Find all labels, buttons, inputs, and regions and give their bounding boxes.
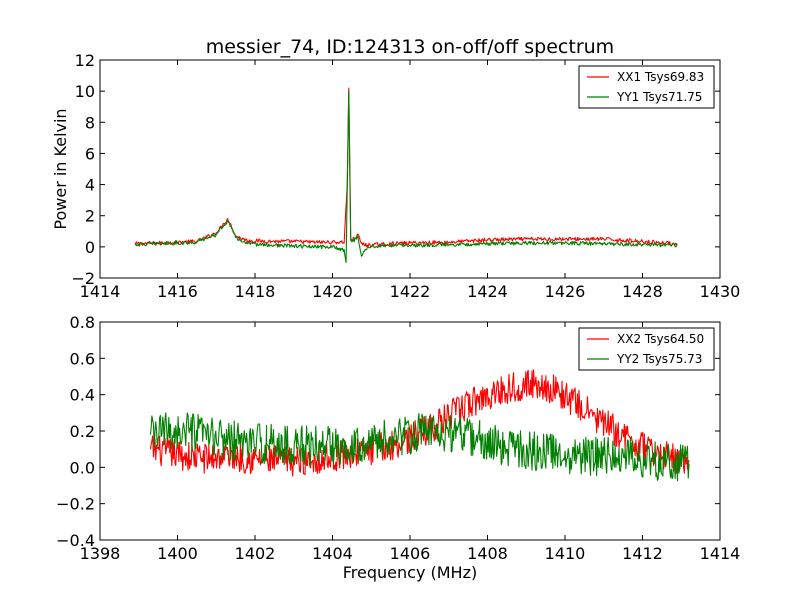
- top-y-tick-label: 0: [85, 238, 95, 257]
- bottom-spectrum-panel: 1398 1400 1402 1404 1406 1408 1410 1412 1414 −0.4…: [56, 313, 740, 582]
- top-y-tick-label: 10: [75, 82, 95, 101]
- top-x-tick-label: 1416: [157, 282, 198, 301]
- bottom-y-tick-label: 0.4: [70, 386, 95, 405]
- top-y-tick-label: 6: [85, 144, 95, 163]
- bottom-x-tick-label: 1410: [545, 544, 586, 563]
- top-x-tick-label: 1422: [390, 282, 431, 301]
- top-x-tick-label: 1420: [312, 282, 353, 301]
- bottom-series-group: [149, 369, 690, 482]
- bottom-legend-box: [578, 327, 715, 371]
- bottom-y-tick-label: 0.0: [70, 458, 95, 477]
- bottom-legend: XX2 Tsys64.50 YY2 Tsys75.73: [578, 327, 715, 371]
- top-legend-box: [578, 65, 715, 109]
- top-x-tick-label: 1428: [622, 282, 663, 301]
- bottom-x-tick-label: 1402: [235, 544, 276, 563]
- bottom-x-tick-label: 1412: [622, 544, 663, 563]
- bottom-legend-label-1: XX2 Tsys64.50: [617, 332, 704, 346]
- bottom-y-tick-label: 0.8: [70, 313, 95, 332]
- bottom-y-tick-label: 0.2: [70, 422, 95, 441]
- bottom-x-tick-label: 1400: [157, 544, 198, 563]
- top-y-tick-label: −2: [71, 269, 95, 288]
- top-y-tick-label: 8: [85, 113, 95, 132]
- bottom-x-axis-label: Frequency (MHz): [343, 563, 477, 582]
- top-x-tick-label: 1426: [545, 282, 586, 301]
- bottom-y-tick-label: 0.6: [70, 349, 95, 368]
- top-y-tick-label: 4: [85, 176, 95, 195]
- top-x-tick-label: 1414: [80, 282, 121, 301]
- top-series-line-2: [134, 90, 678, 263]
- bottom-x-tick-label: 1404: [312, 544, 353, 563]
- top-x-tick-label: 1418: [235, 282, 276, 301]
- bottom-legend-label-2: YY2 Tsys75.73: [616, 352, 702, 366]
- bottom-y-tick-label: −0.4: [56, 531, 95, 550]
- top-series-group: [134, 87, 678, 263]
- top-legend-label-1: XX1 Tsys69.83: [617, 70, 704, 84]
- bottom-series-line-2: [149, 412, 690, 482]
- top-y-tick-label: 2: [85, 207, 95, 226]
- bottom-x-tick-label: 1406: [390, 544, 431, 563]
- top-x-tick-label: 1424: [467, 282, 508, 301]
- top-legend: XX1 Tsys69.83 YY1 Tsys71.75: [578, 65, 715, 109]
- top-x-tick-label: 1430: [700, 282, 741, 301]
- top-legend-label-2: YY1 Tsys71.75: [616, 90, 702, 104]
- figure-title: messier_74, ID:124313 on-off/off spectru…: [206, 36, 614, 58]
- top-y-tick-label: 12: [75, 51, 95, 70]
- bottom-y-tick-label: −0.2: [56, 495, 95, 514]
- bottom-x-tick-label: 1408: [467, 544, 508, 563]
- top-spectrum-panel: 1414 1416 1418 1420 1422 1424 1426 1428 1430 −2 0 2…: [51, 51, 740, 301]
- bottom-x-tick-label: 1414: [700, 544, 741, 563]
- top-y-axis-label: Power in Kelvin: [51, 108, 70, 229]
- bottom-x-tick-label: 1398: [80, 544, 121, 563]
- top-series-line-1: [134, 87, 678, 248]
